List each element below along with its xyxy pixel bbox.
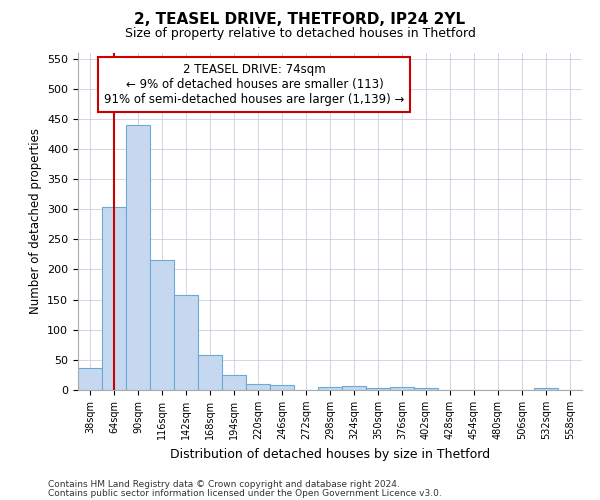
Bar [534,388,558,390]
Bar [390,387,414,390]
Bar [222,375,246,390]
Bar [150,260,174,390]
Text: Size of property relative to detached houses in Thetford: Size of property relative to detached ho… [125,28,475,40]
Bar [246,384,270,390]
Text: Contains public sector information licensed under the Open Government Licence v3: Contains public sector information licen… [48,488,442,498]
Bar [198,355,222,390]
Bar [102,208,126,390]
Bar [174,296,198,390]
Bar [414,388,438,390]
Text: Contains HM Land Registry data © Crown copyright and database right 2024.: Contains HM Land Registry data © Crown c… [48,480,400,489]
Y-axis label: Number of detached properties: Number of detached properties [29,128,41,314]
Bar [342,386,366,390]
Bar [366,388,390,390]
X-axis label: Distribution of detached houses by size in Thetford: Distribution of detached houses by size … [170,448,490,460]
Text: 2 TEASEL DRIVE: 74sqm
← 9% of detached houses are smaller (113)
91% of semi-deta: 2 TEASEL DRIVE: 74sqm ← 9% of detached h… [104,62,404,106]
Bar [318,387,342,390]
Bar [78,368,102,390]
Bar [270,385,294,390]
Bar [126,125,150,390]
Text: 2, TEASEL DRIVE, THETFORD, IP24 2YL: 2, TEASEL DRIVE, THETFORD, IP24 2YL [134,12,466,28]
